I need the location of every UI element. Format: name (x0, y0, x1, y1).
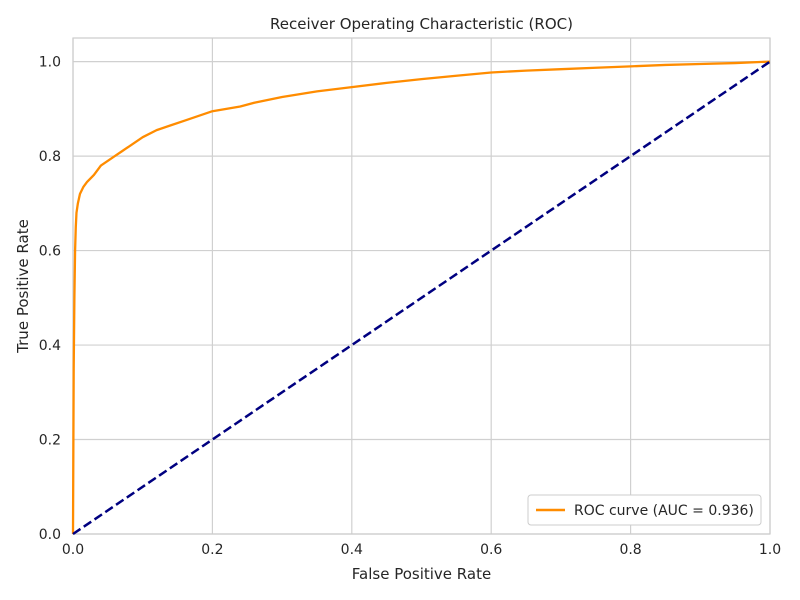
x-axis-label: False Positive Rate (352, 565, 491, 583)
y-tick-label: 1.0 (39, 55, 61, 71)
x-tick-label: 0.0 (62, 542, 84, 558)
y-tick-label: 0.4 (39, 338, 61, 354)
y-axis-ticks: 0.0 0.2 0.4 0.6 0.8 1.0 (39, 55, 61, 543)
y-tick-label: 0.2 (39, 433, 61, 449)
x-tick-label: 0.2 (201, 542, 223, 558)
series-layer (71, 60, 771, 536)
y-tick-label: 0.6 (39, 244, 61, 260)
x-tick-label: 0.6 (480, 542, 502, 558)
chart-title: Receiver Operating Characteristic (ROC) (270, 15, 573, 33)
x-tick-label: 1.0 (759, 542, 781, 558)
x-tick-label: 0.8 (619, 542, 641, 558)
x-axis-ticks: 0.0 0.2 0.4 0.6 0.8 1.0 (62, 542, 781, 558)
y-axis-label: True Positive Rate (14, 219, 32, 354)
y-tick-label: 0.8 (39, 149, 61, 165)
legend-label-roc-curve: ROC curve (AUC = 0.936) (574, 503, 754, 519)
grid (72, 38, 771, 535)
legend: ROC curve (AUC = 0.936) (527, 494, 762, 526)
y-tick-label: 0.0 (39, 527, 61, 543)
roc-curve-line (71, 60, 771, 535)
chance-diagonal-line (72, 60, 771, 536)
legend-box (527, 494, 762, 526)
plot-frame (72, 37, 771, 535)
x-tick-label: 0.4 (341, 542, 363, 558)
